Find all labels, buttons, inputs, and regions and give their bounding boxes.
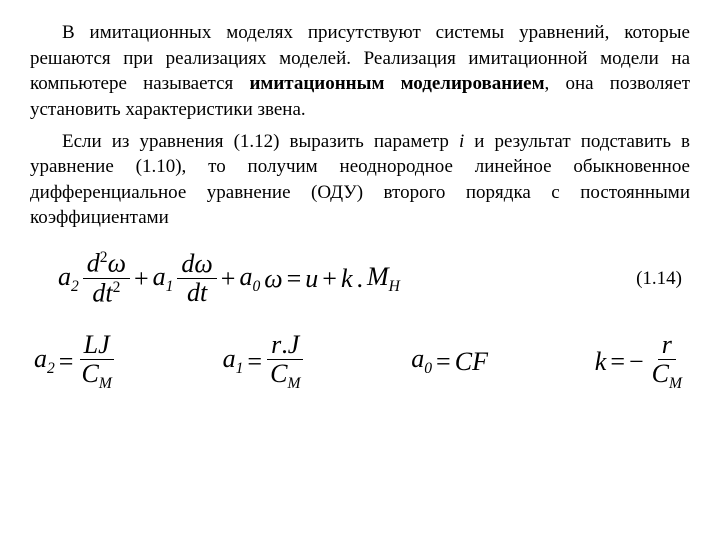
plus-2: + [221, 264, 236, 294]
sym-a1: a1 [153, 262, 174, 296]
equation-1-14: a2 d2ω dt2 + a1 dω dt + a0 ω = u + k.MН … [30, 249, 690, 309]
sym-a2: a2 [58, 262, 79, 296]
coeff-a0: a0 = CF [411, 344, 488, 378]
frac-dw-dt: dω dt [177, 250, 216, 308]
coeff-a1: a1 = r.J CМ [223, 331, 305, 393]
p2-text-a: Если из уравнения (1.12) выразить параме… [62, 131, 459, 152]
dot: . [357, 264, 364, 294]
equation-label: (1.14) [636, 268, 682, 290]
paragraph-1: В имитационных моделях присутствуют сист… [30, 20, 690, 123]
paragraph-2: Если из уравнения (1.12) выразить параме… [30, 129, 690, 232]
plus-1: + [134, 264, 149, 294]
equation-body: a2 d2ω dt2 + a1 dω dt + a0 ω = u + k.MН [58, 249, 400, 309]
coeff-a2: a2 = LJ CМ [34, 331, 116, 393]
coeff-k: k = − r CМ [595, 331, 686, 393]
sym-omega: ω [264, 264, 282, 294]
sym-k: k [341, 264, 353, 294]
sym-a0: a0 [239, 262, 260, 296]
sym-u: u [305, 264, 318, 294]
sym-M: MН [367, 262, 400, 296]
coefficients-row: a2 = LJ CМ a1 = r.J CМ a0 = CF k = − r C… [30, 331, 690, 393]
frac-d2w-dt2: d2ω dt2 [83, 249, 130, 309]
p1-bold: имитационным моделированием [249, 73, 544, 94]
equals: = [287, 264, 302, 294]
plus-3: + [322, 264, 337, 294]
